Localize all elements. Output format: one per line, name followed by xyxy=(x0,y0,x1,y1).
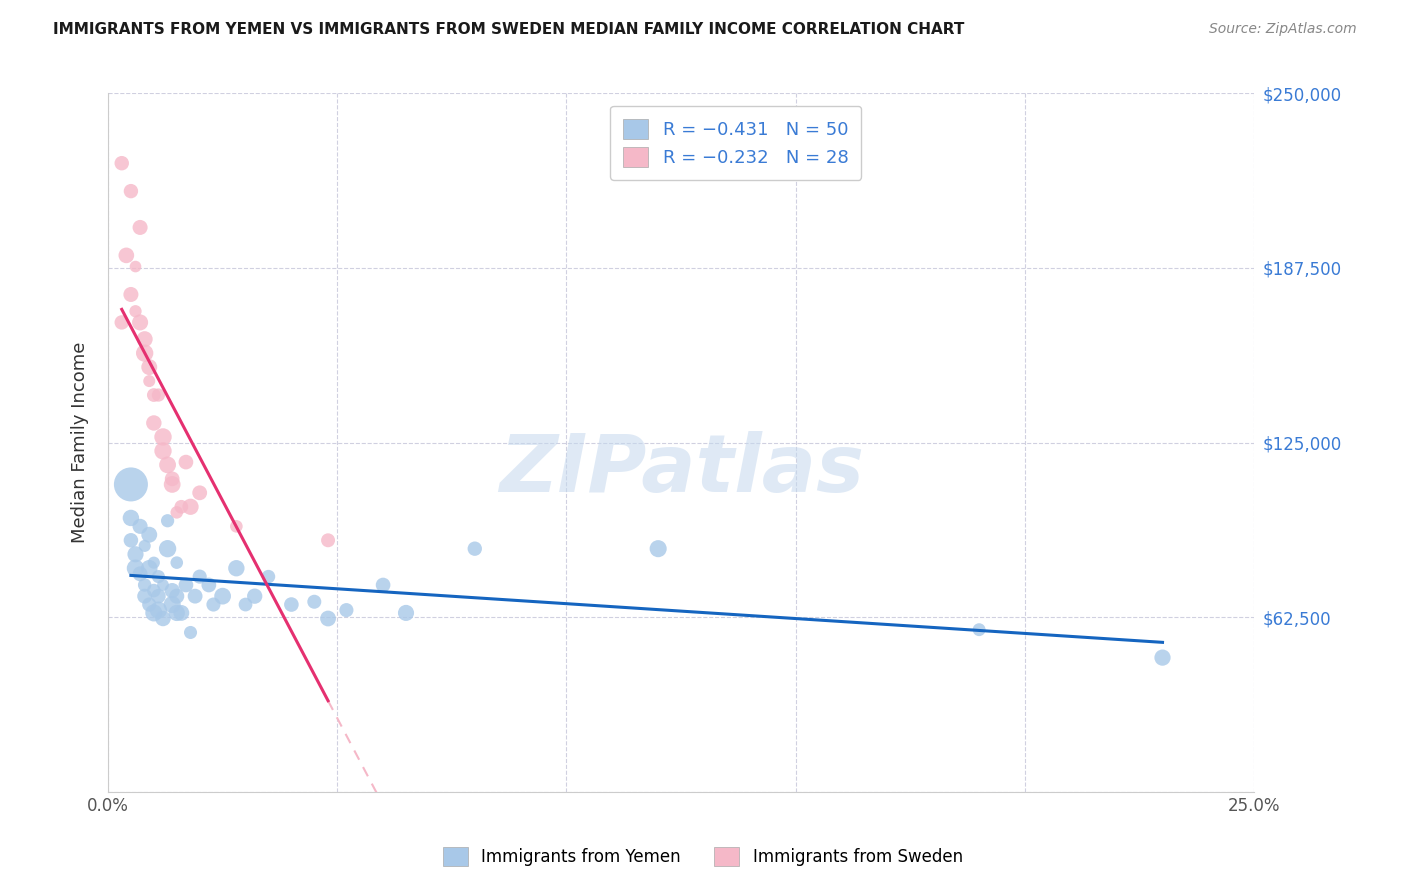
Point xyxy=(160,472,183,486)
Point xyxy=(120,287,142,301)
Text: ZIPatlas: ZIPatlas xyxy=(499,432,863,509)
Point xyxy=(235,598,257,612)
Point xyxy=(120,184,142,198)
Point xyxy=(156,514,179,528)
Point xyxy=(160,583,183,598)
Point xyxy=(257,569,280,583)
Point xyxy=(180,625,202,640)
Point xyxy=(138,527,160,541)
Text: IMMIGRANTS FROM YEMEN VS IMMIGRANTS FROM SWEDEN MEDIAN FAMILY INCOME CORRELATION: IMMIGRANTS FROM YEMEN VS IMMIGRANTS FROM… xyxy=(53,22,965,37)
Point xyxy=(152,578,174,592)
Point xyxy=(395,606,418,620)
Point xyxy=(464,541,486,556)
Point xyxy=(111,315,134,329)
Point xyxy=(174,578,197,592)
Point xyxy=(138,374,160,388)
Point xyxy=(170,500,193,514)
Point xyxy=(225,561,247,575)
Point xyxy=(170,606,193,620)
Point xyxy=(647,541,669,556)
Point xyxy=(188,569,211,583)
Point xyxy=(115,248,138,262)
Legend: Immigrants from Yemen, Immigrants from Sweden: Immigrants from Yemen, Immigrants from S… xyxy=(436,840,970,873)
Legend: R = −0.431   N = 50, R = −0.232   N = 28: R = −0.431 N = 50, R = −0.232 N = 28 xyxy=(610,106,862,180)
Point xyxy=(134,332,156,346)
Point xyxy=(198,578,221,592)
Point xyxy=(156,541,179,556)
Point xyxy=(211,589,233,603)
Point xyxy=(134,589,156,603)
Point xyxy=(148,603,170,617)
Point xyxy=(166,556,188,570)
Point xyxy=(316,533,339,548)
Point xyxy=(304,595,326,609)
Point xyxy=(148,589,170,603)
Point xyxy=(124,304,146,318)
Point xyxy=(138,360,160,375)
Point xyxy=(180,500,202,514)
Point xyxy=(160,477,183,491)
Point xyxy=(148,569,170,583)
Point xyxy=(152,430,174,444)
Point xyxy=(120,533,142,548)
Point xyxy=(129,220,152,235)
Point xyxy=(129,315,152,329)
Point xyxy=(335,603,357,617)
Y-axis label: Median Family Income: Median Family Income xyxy=(72,342,89,543)
Point xyxy=(138,598,160,612)
Point xyxy=(134,578,156,592)
Point xyxy=(142,606,165,620)
Point xyxy=(120,477,142,491)
Point xyxy=(120,511,142,525)
Point xyxy=(202,598,225,612)
Point xyxy=(152,444,174,458)
Point xyxy=(280,598,302,612)
Point xyxy=(166,505,188,519)
Point xyxy=(174,455,197,469)
Point xyxy=(124,547,146,561)
Point xyxy=(156,458,179,472)
Point xyxy=(111,156,134,170)
Point xyxy=(124,561,146,575)
Point xyxy=(188,485,211,500)
Point xyxy=(1152,650,1174,665)
Point xyxy=(166,589,188,603)
Point xyxy=(967,623,990,637)
Point xyxy=(160,598,183,612)
Point xyxy=(142,416,165,430)
Point xyxy=(225,519,247,533)
Point xyxy=(142,556,165,570)
Point xyxy=(371,578,394,592)
Point xyxy=(316,611,339,625)
Point xyxy=(148,388,170,402)
Text: Source: ZipAtlas.com: Source: ZipAtlas.com xyxy=(1209,22,1357,37)
Point xyxy=(152,611,174,625)
Point xyxy=(129,519,152,533)
Point xyxy=(142,388,165,402)
Point xyxy=(142,583,165,598)
Point xyxy=(243,589,266,603)
Point xyxy=(134,346,156,360)
Point xyxy=(134,539,156,553)
Point xyxy=(166,606,188,620)
Point xyxy=(138,561,160,575)
Point xyxy=(124,260,146,274)
Point xyxy=(184,589,207,603)
Point xyxy=(129,566,152,581)
